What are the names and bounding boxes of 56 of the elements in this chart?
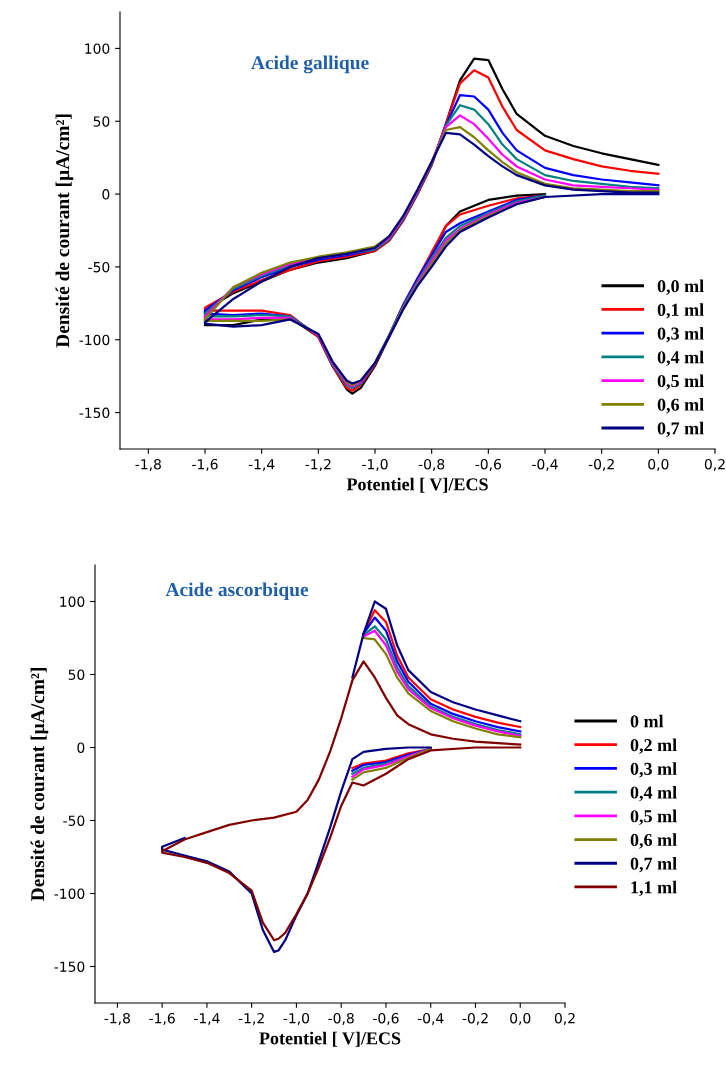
y-tick-label: -50 <box>63 815 85 826</box>
legend-label: 0,6 ml <box>630 833 677 849</box>
y-tick-label: 50 <box>93 116 110 127</box>
x-axis-title: Potentiel [ V]/ECS <box>259 1031 401 1047</box>
x-tick-label: -1,2 <box>305 458 331 471</box>
x-tick-label: -0,4 <box>417 1012 444 1025</box>
y-tick-label: 0 <box>77 742 85 753</box>
legend-label: 0,7 ml <box>630 857 677 873</box>
y-tick-label: 100 <box>60 596 85 607</box>
x-tick-label: -0,6 <box>373 1012 399 1025</box>
x-tick-label: 0,0 <box>510 1012 531 1025</box>
legend-label: 0,2 ml <box>630 738 677 754</box>
y-tick-label: 0 <box>102 189 110 200</box>
legend-label: 0,3 ml <box>630 762 677 778</box>
x-tick-label: 0,2 <box>704 458 725 471</box>
x-tick-label: -0,6 <box>475 458 502 471</box>
annotation: Acide ascorbique <box>165 582 309 601</box>
x-tick-label: -1,0 <box>283 1012 310 1025</box>
y-tick-label: -100 <box>79 334 110 346</box>
x-tick-label: -1,6 <box>192 458 218 471</box>
legend-label: 0,5 ml <box>630 809 677 825</box>
legend-label: 0,4 ml <box>630 785 677 802</box>
legend-label: 0,7 ml <box>657 421 704 438</box>
y-tick-label: 100 <box>85 43 110 54</box>
legend-label: 0 ml <box>630 714 664 728</box>
x-tick-label: -1,4 <box>248 459 275 471</box>
x-tick-label: -0,2 <box>588 458 614 471</box>
x-tick-label: -1,2 <box>238 1012 264 1025</box>
legend-label: 0,4 ml <box>657 350 704 366</box>
line-series <box>161 660 522 942</box>
legend-label: 0,0 ml <box>657 279 704 295</box>
y-tick-label: -100 <box>54 888 85 899</box>
x-tick-label: -0,2 <box>462 1012 488 1025</box>
x-tick-label: 0,2 <box>554 1012 575 1025</box>
x-tick-label: -1,8 <box>135 458 161 471</box>
y-axis-title: Densité de courant [µA/cm²] <box>30 668 49 901</box>
x-tick-label: -1,6 <box>149 1012 175 1025</box>
annotation: Acide gallique <box>251 55 369 74</box>
x-tick-label: -0,4 <box>532 458 558 471</box>
y-tick-label: -150 <box>54 961 85 972</box>
legend-label: 0,5 ml <box>657 374 704 390</box>
y-tick-label: 50 <box>68 669 85 680</box>
x-tick-label: -1,8 <box>104 1012 130 1025</box>
x-axis-title: Potentiel [ V]/ECS <box>346 477 488 493</box>
legend-label: 0,6 ml <box>657 398 704 414</box>
x-tick-label: -0,8 <box>328 1012 354 1025</box>
y-axis-title: Densité de courant [µA/cm²] <box>55 114 74 348</box>
legend-label: 0,3 ml <box>657 326 704 343</box>
y-tick-label: -50 <box>88 261 110 273</box>
legend-label: 0,1 ml <box>657 303 704 319</box>
x-tick-label: 0,0 <box>648 458 669 471</box>
legend-label: 1,1 ml <box>631 880 677 897</box>
x-tick-label: -1,4 <box>194 1013 220 1025</box>
x-tick-label: -1,0 <box>362 458 388 471</box>
x-tick-label: -0,8 <box>418 458 445 471</box>
y-tick-label: -150 <box>79 407 110 419</box>
